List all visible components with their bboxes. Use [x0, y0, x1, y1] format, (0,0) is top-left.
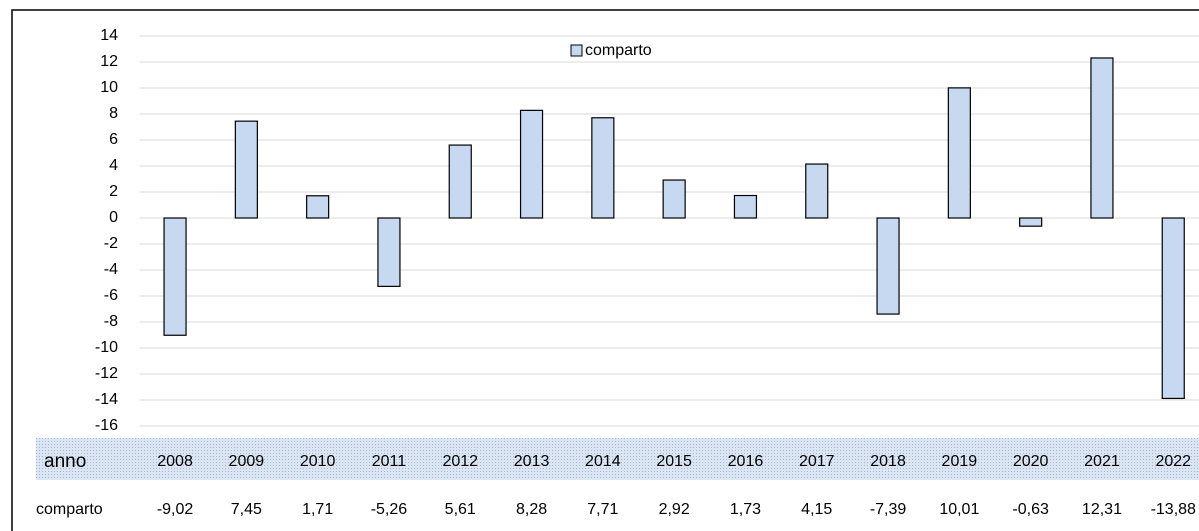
x-tick-label: 2020	[1013, 453, 1049, 470]
x-tick-label: 2019	[942, 453, 978, 470]
table-header-band	[36, 438, 1199, 480]
chart-frame	[11, 9, 1199, 531]
bar	[591, 117, 615, 219]
legend-label: comparto	[585, 42, 652, 59]
value-label: 1,73	[730, 501, 761, 518]
y-tick-label: 4	[109, 157, 118, 174]
x-tick-label: 2017	[799, 453, 835, 470]
y-tick-label: 8	[109, 105, 118, 122]
x-tick-label: 2009	[229, 453, 265, 470]
value-label: -9,02	[157, 501, 194, 518]
y-tick-label: 10	[100, 79, 118, 96]
x-tick-label: 2013	[514, 453, 550, 470]
y-tick-label: -12	[95, 365, 118, 382]
x-tick-label: 2021	[1084, 453, 1120, 470]
bar	[1161, 217, 1185, 400]
value-label: -7,39	[870, 501, 907, 518]
x-tick-label: 2010	[300, 453, 336, 470]
value-label: 2,92	[659, 501, 690, 518]
value-label: 7,45	[231, 501, 262, 518]
value-label: -13,88	[1151, 501, 1196, 518]
x-tick-label: 2014	[585, 453, 621, 470]
bar	[947, 87, 971, 219]
value-label: -0,63	[1012, 501, 1049, 518]
value-label: 7,71	[587, 501, 618, 518]
legend-swatch	[570, 44, 583, 57]
value-label: 5,61	[445, 501, 476, 518]
value-label: 10,01	[939, 501, 979, 518]
value-label: -5,26	[371, 501, 408, 518]
y-tick-label: -4	[104, 261, 118, 278]
x-tick-label: 2018	[870, 453, 906, 470]
table-row-header: comparto	[36, 501, 103, 518]
bar	[234, 120, 258, 219]
bar	[1090, 57, 1114, 219]
bar	[805, 163, 829, 219]
x-tick-label: 2008	[157, 453, 193, 470]
y-tick-label: -8	[104, 313, 118, 330]
value-label: 4,15	[801, 501, 832, 518]
y-tick-label: 14	[100, 27, 118, 44]
bar	[377, 217, 401, 287]
bar	[163, 217, 187, 336]
y-tick-label: 12	[100, 53, 118, 70]
y-tick-label: -6	[104, 287, 118, 304]
y-tick-label: 6	[109, 131, 118, 148]
bar	[662, 179, 686, 219]
y-tick-label: -10	[95, 339, 118, 356]
x-tick-label: 2011	[372, 453, 407, 470]
value-label: 12,31	[1082, 501, 1122, 518]
y-tick-label: -14	[95, 391, 118, 408]
value-label: 1,71	[302, 501, 333, 518]
y-tick-label: -16	[95, 417, 118, 434]
y-tick-label: 0	[109, 209, 118, 226]
y-tick-label: -2	[104, 235, 118, 252]
x-tick-label: 2015	[656, 453, 692, 470]
bar	[876, 217, 900, 315]
table-row-header: anno	[44, 451, 86, 472]
bar	[1019, 217, 1043, 227]
x-tick-label: 2022	[1155, 453, 1191, 470]
value-label: 8,28	[516, 501, 547, 518]
bar	[448, 144, 472, 219]
bar	[306, 195, 330, 219]
bar	[733, 194, 758, 219]
x-tick-label: 2016	[728, 453, 764, 470]
y-tick-label: 2	[109, 183, 118, 200]
x-tick-label: 2012	[442, 453, 478, 470]
bar	[519, 109, 544, 219]
